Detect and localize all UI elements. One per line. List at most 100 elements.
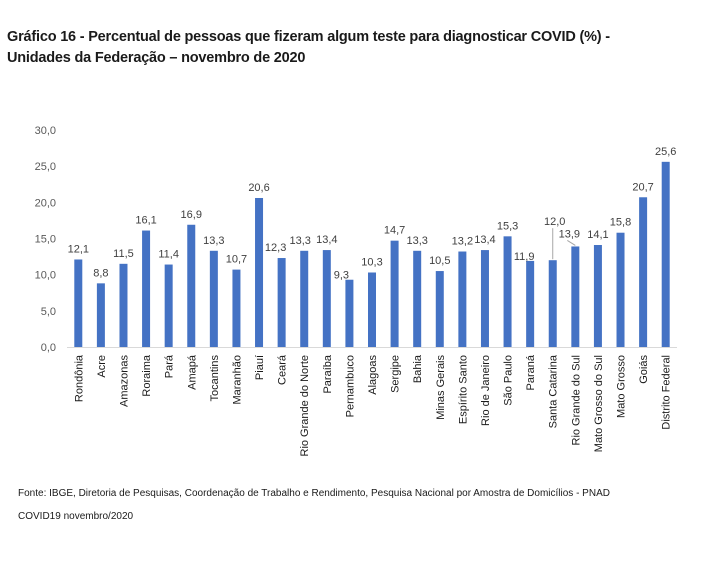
- category-label: Mato Grosso: [616, 355, 628, 418]
- category-label: Mato Grosso do Sul: [593, 355, 605, 452]
- category-label: Rio Grande do Sul: [570, 355, 582, 446]
- bar: [548, 260, 557, 347]
- y-tick-label: 10,0: [35, 270, 56, 282]
- data-label: 12,1: [68, 243, 89, 255]
- bar: [164, 264, 173, 347]
- data-label: 25,6: [655, 146, 676, 158]
- bar: [119, 263, 128, 347]
- category-label: Piauí: [254, 355, 266, 380]
- category-label: Rondônia: [73, 354, 85, 402]
- data-label: 13,9: [559, 228, 580, 240]
- bar: [255, 197, 264, 347]
- category-label: Paraíba: [322, 354, 334, 393]
- category-label: Rio de Janeiro: [480, 355, 492, 426]
- data-label: 8,8: [93, 267, 108, 279]
- data-label: 10,3: [361, 256, 382, 268]
- y-tick-label: 25,0: [35, 161, 56, 173]
- data-labels-group: 12,18,811,516,111,416,913,310,720,612,31…: [68, 146, 677, 282]
- data-label: 14,1: [587, 229, 608, 241]
- category-label: Amazonas: [118, 355, 130, 407]
- data-label: 13,4: [474, 234, 495, 246]
- data-label: 14,7: [384, 225, 405, 237]
- data-label: 15,8: [610, 217, 631, 229]
- category-label: Pará: [164, 354, 176, 378]
- bar: [616, 232, 625, 347]
- leader-lines-group: [552, 228, 576, 260]
- data-label: 13,2: [452, 236, 473, 248]
- bar: [322, 250, 331, 347]
- category-label: Alagoas: [367, 355, 379, 395]
- bar: [187, 224, 196, 347]
- category-label: Roraima: [141, 354, 153, 396]
- data-label: 20,7: [632, 181, 653, 193]
- y-tick-label: 30,0: [35, 125, 56, 137]
- bar: [480, 250, 489, 347]
- bar: [458, 251, 467, 347]
- bar: [593, 245, 602, 347]
- data-label: 20,6: [248, 182, 269, 194]
- category-label: Espírito Santo: [457, 355, 469, 424]
- category-label: São Paulo: [503, 355, 515, 406]
- data-label: 11,5: [113, 248, 134, 260]
- chart-title: Gráfico 16 - Percentual de pessoas que f…: [7, 27, 610, 69]
- bar: [503, 236, 512, 347]
- data-label: 10,7: [226, 254, 247, 266]
- bar: [639, 197, 648, 347]
- category-label: Distrito Federal: [661, 355, 673, 430]
- data-label: 12,0: [544, 216, 565, 228]
- bar: [435, 271, 444, 347]
- data-label: 13,3: [203, 235, 224, 247]
- y-axis: 0,0 5,0 10,0 15,0 20,0 25,0 30,0: [35, 125, 56, 354]
- bar: [300, 250, 309, 347]
- category-labels-group: Rondônia Acre Amazonas Roraima Pará Amapá Toca…: [73, 354, 672, 456]
- bar: [368, 272, 376, 347]
- category-label: Paraná: [525, 354, 537, 390]
- category-label: Goiás: [638, 355, 650, 384]
- category-label: Maranhão: [231, 355, 243, 405]
- category-label: Tocantins: [209, 355, 221, 402]
- bar-chart: 0,0 5,0 10,0 15,0 20,0 25,0 30,0 12,1 8,8 11,5 16…: [35, 125, 677, 457]
- data-label: 15,3: [497, 220, 518, 232]
- bar: [661, 161, 670, 347]
- leader-line: [567, 240, 576, 246]
- data-label: 13,3: [406, 235, 427, 247]
- bar: [526, 260, 535, 347]
- y-tick-label: 15,0: [35, 234, 56, 246]
- y-tick-label: 5,0: [41, 306, 56, 318]
- bar: [413, 250, 422, 347]
- source-note-line-1: Fonte: IBGE, Diretoria de Pesquisas, Coo…: [18, 488, 610, 499]
- bar: [142, 230, 151, 347]
- bar: [96, 283, 105, 347]
- data-label: 10,5: [429, 255, 450, 267]
- category-label: Pernambuco: [344, 355, 356, 417]
- y-tick-label: 0,0: [41, 342, 56, 354]
- bar: [390, 240, 399, 347]
- y-tick-label: 20,0: [35, 197, 56, 209]
- chart-title-line-2: Unidades da Federação – novembro de 2020: [7, 50, 306, 66]
- data-label: 13,4: [316, 234, 337, 246]
- category-label: Rio Grande do Norte: [299, 355, 311, 457]
- bar: [209, 250, 218, 347]
- data-label: 12,3: [265, 242, 286, 254]
- category-label: Minas Gerais: [435, 355, 447, 420]
- category-label: Sergipe: [390, 355, 402, 393]
- category-label: Bahia: [412, 354, 424, 383]
- bar: [571, 246, 580, 347]
- source-note-line-2: COVID19 novembro/2020: [18, 511, 134, 522]
- data-label: 11,9: [514, 251, 535, 263]
- category-label: Ceará: [277, 354, 289, 385]
- data-label: 9,3: [334, 270, 349, 282]
- data-label: 16,1: [135, 215, 156, 227]
- category-label: Amapá: [186, 354, 198, 390]
- bars-group: [74, 161, 670, 347]
- category-label: Santa Catarina: [548, 354, 560, 428]
- bar: [74, 259, 83, 347]
- category-label: Acre: [96, 355, 108, 378]
- bar: [345, 279, 354, 347]
- data-label: 13,3: [290, 235, 311, 247]
- data-label: 16,9: [181, 209, 202, 221]
- bar: [232, 269, 241, 347]
- bar: [277, 258, 286, 347]
- chart-title-line-1: Gráfico 16 - Percentual de pessoas que f…: [7, 29, 610, 45]
- data-label: 11,4: [158, 249, 179, 261]
